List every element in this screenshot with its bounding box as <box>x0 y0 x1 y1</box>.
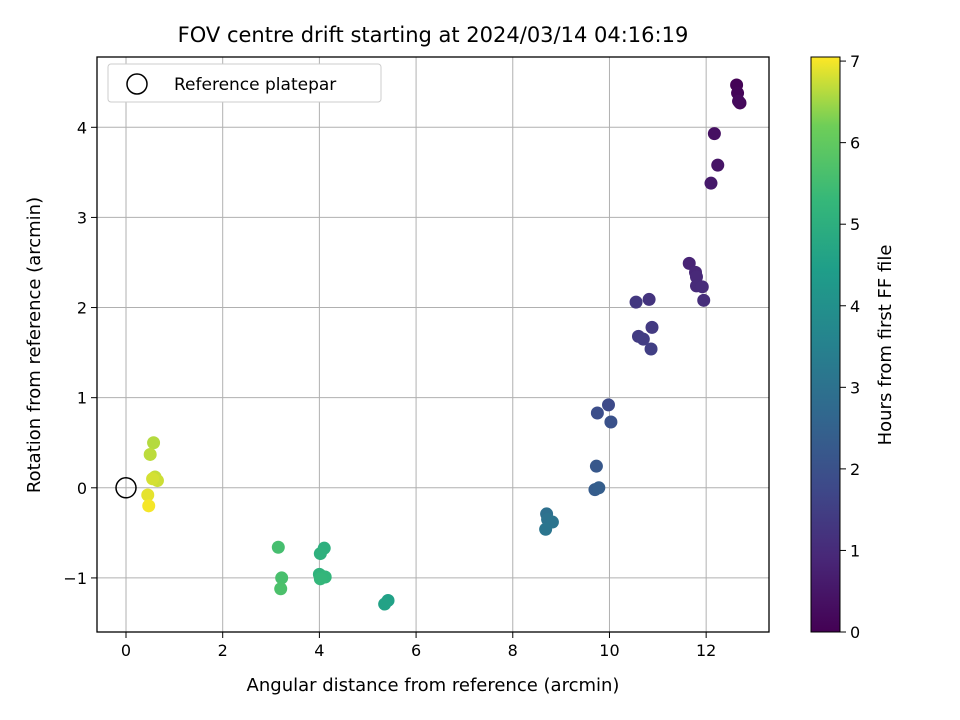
y-tick-label: 0 <box>77 479 87 498</box>
y-tick-label: 4 <box>77 118 87 137</box>
x-tick-label: 10 <box>599 641 619 660</box>
grid <box>97 57 769 632</box>
y-tick-label: 1 <box>77 389 87 408</box>
data-point <box>590 406 604 420</box>
reference-marker-layer <box>115 477 137 499</box>
colorbar-tick-label: 4 <box>850 297 860 316</box>
colorbar-label: Hours from first FF file <box>875 245 896 446</box>
data-point <box>274 582 288 596</box>
plot-frame <box>96 56 770 633</box>
data-point <box>271 540 285 554</box>
legend: Reference platepar <box>107 63 382 103</box>
data-point <box>313 572 327 586</box>
y-axis-label: Rotation from reference (arcmin) <box>24 197 45 493</box>
data-point <box>601 398 615 412</box>
x-tick-label: 6 <box>411 641 421 660</box>
data-point <box>378 597 392 611</box>
legend-marker-icon <box>126 73 148 95</box>
data-point <box>645 320 659 334</box>
data-point <box>636 332 650 346</box>
colorbar-tick-label: 1 <box>850 541 860 560</box>
data-point <box>143 447 157 461</box>
data-point <box>704 176 718 190</box>
colorbar <box>810 56 841 633</box>
data-point <box>604 415 618 429</box>
x-tick-label: 8 <box>508 641 518 660</box>
x-axis-ticks: 0 2 4 6 8 10 12 <box>121 632 716 660</box>
x-tick-label: 4 <box>314 641 324 660</box>
colorbar-tick-label: 5 <box>850 215 860 234</box>
colorbar-tick-label: 0 <box>850 623 860 642</box>
data-point <box>711 158 725 172</box>
colorbar-tick-label: 3 <box>850 378 860 397</box>
colorbar-ticks: 0 1 2 3 4 5 6 7 <box>840 52 860 642</box>
data-point <box>732 94 746 108</box>
colorbar-tick-label: 6 <box>850 134 860 153</box>
y-tick-label: 2 <box>77 299 87 318</box>
legend-label: Reference platepar <box>174 75 336 95</box>
data-point <box>146 472 160 486</box>
data-point <box>141 488 155 502</box>
data-point <box>682 256 696 270</box>
colorbar-tick-label: 7 <box>850 52 860 71</box>
colorbar-tick-label: 2 <box>850 460 860 479</box>
data-point <box>642 292 656 306</box>
data-point <box>689 270 703 284</box>
reference-platepar-marker <box>115 477 137 499</box>
data-points <box>141 78 747 611</box>
data-point <box>629 295 643 309</box>
data-point <box>539 522 553 536</box>
data-point <box>142 499 156 513</box>
data-point <box>695 280 709 294</box>
y-tick-label: 3 <box>77 208 87 227</box>
data-point <box>697 293 711 307</box>
x-tick-label: 12 <box>696 641 716 660</box>
x-axis-label: Angular distance from reference (arcmin) <box>247 675 620 696</box>
data-point <box>589 459 603 473</box>
x-tick-label: 0 <box>121 641 131 660</box>
y-tick-label: −1 <box>63 569 87 588</box>
data-point <box>313 547 327 561</box>
x-tick-label: 2 <box>218 641 228 660</box>
data-point <box>644 342 658 356</box>
data-point <box>147 436 161 450</box>
legend-box <box>107 63 382 103</box>
chart-title: FOV centre drift starting at 2024/03/14 … <box>178 23 689 47</box>
y-axis-ticks: −1 0 1 2 3 4 <box>63 118 97 588</box>
data-point <box>592 481 606 495</box>
data-point <box>275 571 289 585</box>
data-point <box>707 127 721 141</box>
